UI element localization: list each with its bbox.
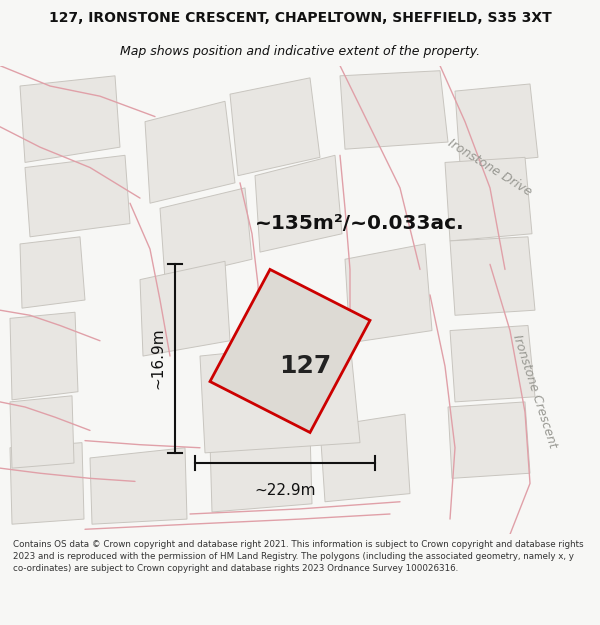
Polygon shape xyxy=(455,84,538,164)
Polygon shape xyxy=(255,155,342,252)
Polygon shape xyxy=(90,448,187,524)
Polygon shape xyxy=(345,244,432,342)
Polygon shape xyxy=(140,261,230,356)
Text: 127: 127 xyxy=(279,354,331,378)
Text: ~22.9m: ~22.9m xyxy=(254,483,316,498)
Polygon shape xyxy=(20,76,120,162)
Text: Contains OS data © Crown copyright and database right 2021. This information is : Contains OS data © Crown copyright and d… xyxy=(13,540,584,572)
Polygon shape xyxy=(320,414,410,502)
Polygon shape xyxy=(160,188,252,279)
Polygon shape xyxy=(340,71,448,149)
Polygon shape xyxy=(445,158,532,241)
Polygon shape xyxy=(10,442,84,524)
Text: ~16.9m: ~16.9m xyxy=(150,328,165,389)
Text: ~135m²/~0.033ac.: ~135m²/~0.033ac. xyxy=(255,214,464,233)
Text: Map shows position and indicative extent of the property.: Map shows position and indicative extent… xyxy=(120,45,480,58)
Polygon shape xyxy=(145,101,235,203)
Polygon shape xyxy=(450,237,535,315)
Text: 127, IRONSTONE CRESCENT, CHAPELTOWN, SHEFFIELD, S35 3XT: 127, IRONSTONE CRESCENT, CHAPELTOWN, SHE… xyxy=(49,11,551,26)
Polygon shape xyxy=(210,431,312,512)
Polygon shape xyxy=(230,78,320,176)
Polygon shape xyxy=(448,402,530,478)
Polygon shape xyxy=(200,341,360,453)
Polygon shape xyxy=(10,312,78,400)
Text: Ironstone Crescent: Ironstone Crescent xyxy=(511,333,559,450)
Polygon shape xyxy=(20,237,85,308)
Polygon shape xyxy=(210,269,370,432)
Polygon shape xyxy=(10,396,74,468)
Text: Ironstone Drive: Ironstone Drive xyxy=(446,136,535,199)
Polygon shape xyxy=(25,155,130,237)
Polygon shape xyxy=(450,326,535,402)
